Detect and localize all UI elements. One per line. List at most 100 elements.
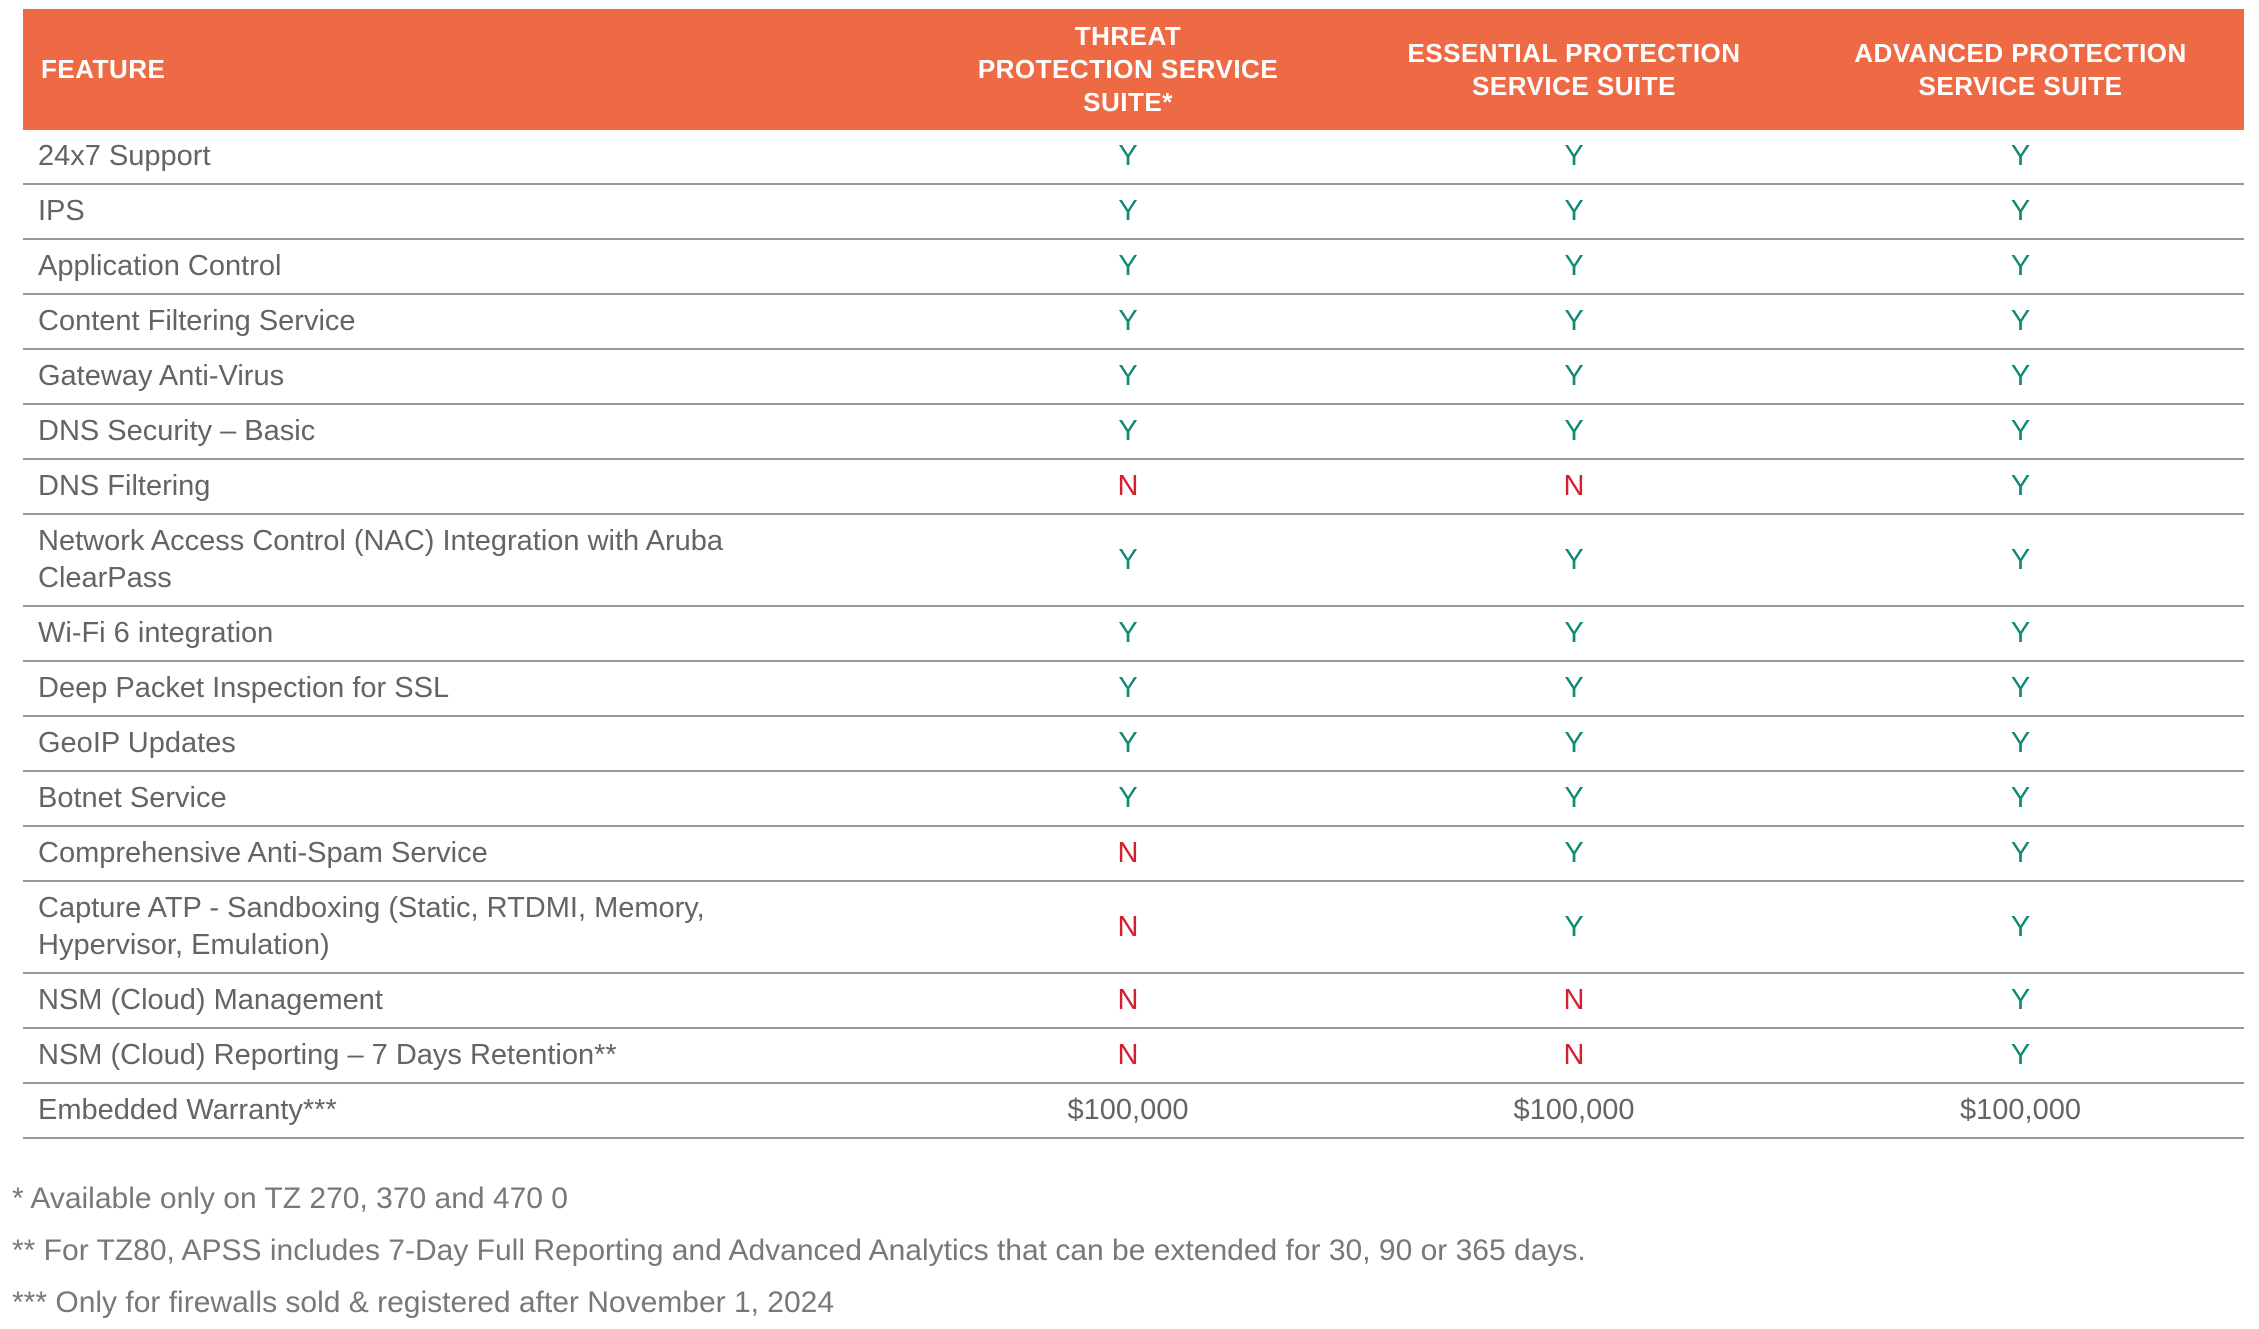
feature-label: Embedded Warranty*** <box>38 1094 337 1126</box>
feature-cell: Botnet Service <box>23 772 905 825</box>
column-header-essential-protection: ESSENTIAL PROTECTION SERVICE SUITE <box>1407 37 1741 101</box>
value-cell: Y <box>2010 672 2031 704</box>
value-cell: Y <box>1118 140 1138 172</box>
feature-cell: DNS Security – Basic <box>23 405 905 458</box>
value-cell: Y <box>1564 195 1584 227</box>
table-row: Deep Packet Inspection for SSL Y Y Y <box>23 662 2244 717</box>
value-cell: Y <box>2010 837 2031 869</box>
feature-label: Wi-Fi 6 integration <box>38 617 274 649</box>
value-cell: N <box>1117 984 1139 1016</box>
value-cell: Y <box>2010 782 2031 814</box>
value-cell: N <box>1117 910 1139 943</box>
feature-label: Deep Packet Inspection for SSL <box>38 672 450 704</box>
footnotes: * Available only on TZ 270, 370 and 470 … <box>12 1173 2244 1329</box>
value-cell: Y <box>2010 1039 2031 1071</box>
table-row: Capture ATP - Sandboxing (Static, RTDMI,… <box>23 882 2244 974</box>
feature-label: Gateway Anti-Virus <box>38 360 285 392</box>
feature-cell: GeoIP Updates <box>23 717 905 770</box>
feature-cell: Network Access Control (NAC) Integration… <box>23 515 905 605</box>
value-cell: Y <box>2010 360 2031 392</box>
table-header-row: FEATURE THREAT PROTECTION SERVICE SUITE*… <box>23 9 2244 130</box>
feature-cell: NSM (Cloud) Management <box>23 974 905 1027</box>
table-row: Content Filtering Service Y Y Y <box>23 295 2244 350</box>
table-row: DNS Security – Basic Y Y Y <box>23 405 2244 460</box>
value-cell: Y <box>2010 305 2031 337</box>
value-cell: Y <box>1118 250 1138 282</box>
value-cell: Y <box>1118 617 1138 649</box>
feature-comparison-table: FEATURE THREAT PROTECTION SERVICE SUITE*… <box>23 9 2244 1139</box>
value-cell: Y <box>1564 250 1584 282</box>
value-cell: Y <box>2010 984 2031 1016</box>
value-cell: N <box>1117 470 1139 502</box>
value-cell: Y <box>2010 543 2031 576</box>
column-header-advanced-protection: ADVANCED PROTECTION SERVICE SUITE <box>1854 37 2187 101</box>
value-cell: N <box>1563 470 1585 502</box>
feature-cell: 24x7 Support <box>23 130 905 183</box>
value-cell: Y <box>1564 672 1584 704</box>
table-row: Application Control Y Y Y <box>23 240 2244 295</box>
table-row: DNS Filtering N N Y <box>23 460 2244 515</box>
feature-label: 24x7 Support <box>38 140 211 172</box>
value-cell: Y <box>1118 195 1138 227</box>
value-cell: Y <box>1564 837 1584 869</box>
feature-cell: Comprehensive Anti-Spam Service <box>23 827 905 880</box>
feature-cell: IPS <box>23 185 905 238</box>
value-cell: Y <box>2010 140 2031 172</box>
value-cell: Y <box>1564 617 1584 649</box>
table-row: Gateway Anti-Virus Y Y Y <box>23 350 2244 405</box>
table-row: Network Access Control (NAC) Integration… <box>23 515 2244 607</box>
value-cell: $100,000 <box>1513 1094 1635 1126</box>
feature-label: DNS Security – Basic <box>38 415 316 447</box>
value-cell: Y <box>2010 415 2031 447</box>
feature-cell: Capture ATP - Sandboxing (Static, RTDMI,… <box>23 882 905 972</box>
value-cell: $100,000 <box>1960 1094 2081 1126</box>
feature-cell: Content Filtering Service <box>23 295 905 348</box>
table-row: GeoIP Updates Y Y Y <box>23 717 2244 772</box>
feature-label: NSM (Cloud) Reporting – 7 Days Retention… <box>38 1039 617 1071</box>
feature-label: GeoIP Updates <box>38 727 236 759</box>
value-cell: Y <box>1564 727 1584 759</box>
table-row: Comprehensive Anti-Spam Service N Y Y <box>23 827 2244 882</box>
table-row: NSM (Cloud) Management N N Y <box>23 974 2244 1029</box>
value-cell: Y <box>1118 782 1138 814</box>
table-row: Botnet Service Y Y Y <box>23 772 2244 827</box>
feature-label: NSM (Cloud) Management <box>38 984 383 1016</box>
feature-label: Application Control <box>38 250 282 282</box>
feature-cell: Deep Packet Inspection for SSL <box>23 662 905 715</box>
value-cell: Y <box>1564 415 1584 447</box>
footnote-3: *** Only for firewalls sold & registered… <box>12 1286 835 1319</box>
feature-label: Capture ATP - Sandboxing (Static, RTDMI,… <box>38 892 705 961</box>
table-row: Embedded Warranty*** $100,000 $100,000 $… <box>23 1084 2244 1139</box>
value-cell: Y <box>2010 727 2031 759</box>
value-cell: Y <box>1118 415 1138 447</box>
value-cell: Y <box>2010 250 2031 282</box>
value-cell: N <box>1563 984 1585 1016</box>
feature-label: Botnet Service <box>38 782 227 814</box>
feature-label: Content Filtering Service <box>38 305 356 337</box>
value-cell: Y <box>1564 782 1584 814</box>
value-cell: Y <box>1564 543 1584 576</box>
value-cell: Y <box>1118 360 1138 392</box>
feature-label: Comprehensive Anti-Spam Service <box>38 837 488 869</box>
value-cell: Y <box>1118 727 1138 759</box>
value-cell: Y <box>1564 140 1584 172</box>
feature-cell: Application Control <box>23 240 905 293</box>
value-cell: Y <box>1564 910 1584 943</box>
value-cell: N <box>1563 1039 1585 1071</box>
table-row: Wi-Fi 6 integration Y Y Y <box>23 607 2244 662</box>
value-cell: N <box>1117 837 1139 869</box>
value-cell: Y <box>1118 672 1138 704</box>
feature-cell: NSM (Cloud) Reporting – 7 Days Retention… <box>23 1029 905 1082</box>
value-cell: Y <box>1564 360 1584 392</box>
footnote-2: ** For TZ80, APSS includes 7-Day Full Re… <box>12 1234 1586 1267</box>
feature-label: DNS Filtering <box>38 470 211 502</box>
table-row: IPS Y Y Y <box>23 185 2244 240</box>
value-cell: Y <box>2010 617 2031 649</box>
footnote-1: * Available only on TZ 270, 370 and 470 … <box>12 1182 568 1215</box>
table-row: NSM (Cloud) Reporting – 7 Days Retention… <box>23 1029 2244 1084</box>
value-cell: $100,000 <box>1067 1094 1189 1126</box>
feature-cell: DNS Filtering <box>23 460 905 513</box>
feature-cell: Embedded Warranty*** <box>23 1084 905 1137</box>
value-cell: Y <box>1118 543 1138 576</box>
